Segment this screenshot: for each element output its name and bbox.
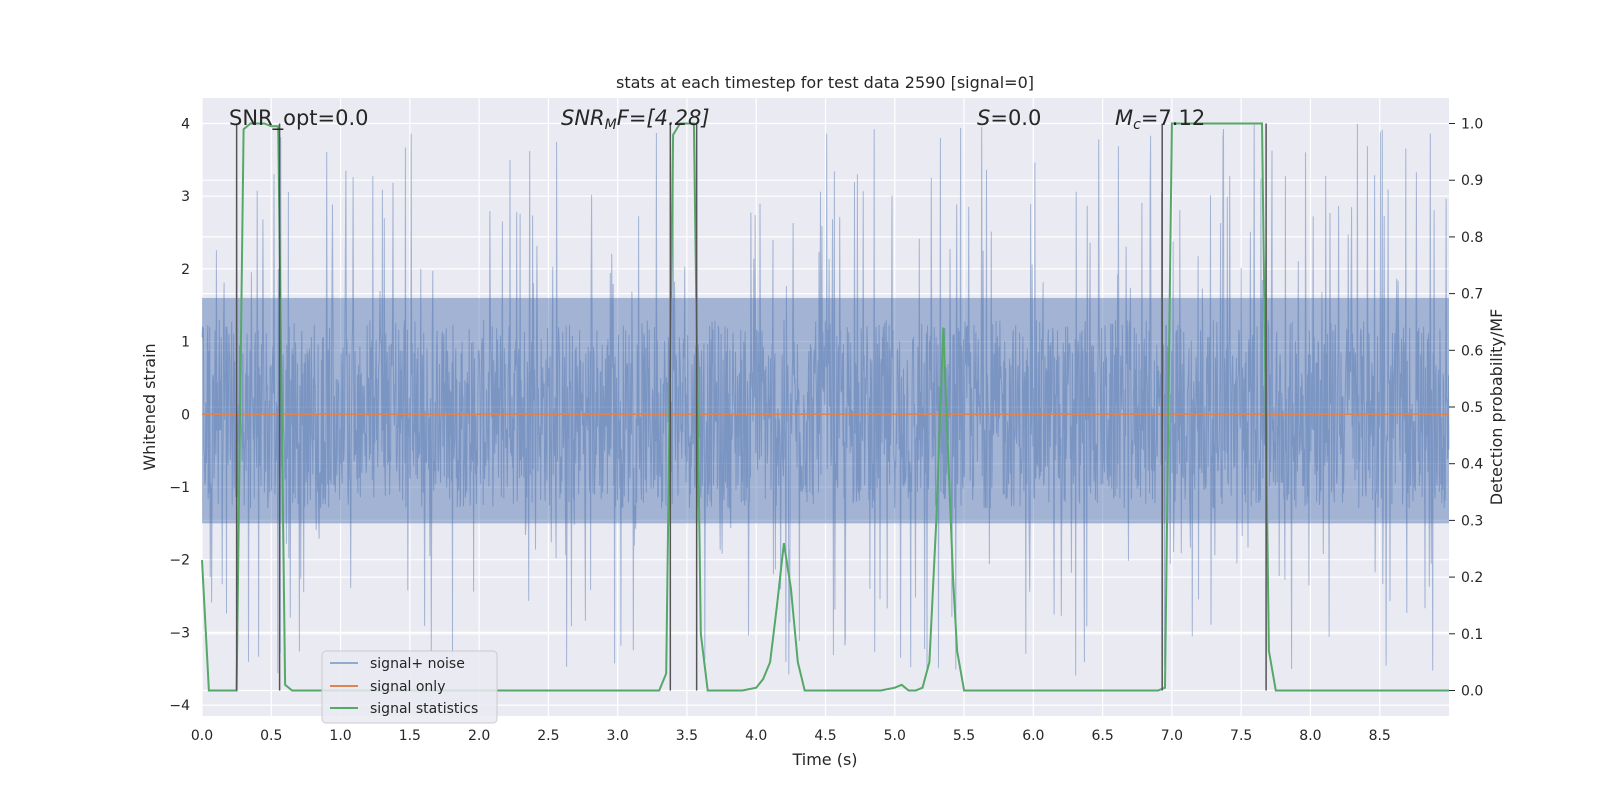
y2-tick-label-6: 0.4 bbox=[1461, 457, 1483, 473]
annotation-snr-opt: SNR_opt=0.0 bbox=[229, 106, 369, 131]
y-tick-label-0: 4 bbox=[181, 116, 190, 132]
x-tick-label-0: 0.0 bbox=[191, 728, 213, 744]
y-tick-label-7: −3 bbox=[169, 625, 190, 641]
grid bbox=[201, 98, 1449, 716]
x-axis: 0.0 0.5 1.0 1.5 2.0 2.5 3.0 3.5 4.0 4.5 5.0 5.5 6.0 6… bbox=[191, 728, 1391, 744]
x-tick-label-9: 4.5 bbox=[814, 728, 836, 744]
y2-tick-label-10: 0.0 bbox=[1461, 683, 1483, 699]
vertical-markers bbox=[235, 123, 1267, 691]
y2-tick-label-2: 0.8 bbox=[1461, 230, 1483, 246]
y-tick-label-8: −4 bbox=[169, 698, 190, 714]
annotation-mc: Mc=7.12 bbox=[1115, 106, 1205, 133]
y-tick-label-1: 3 bbox=[181, 189, 190, 205]
y2-tick-label-7: 0.3 bbox=[1461, 513, 1483, 529]
y2-tick-label-3: 0.7 bbox=[1461, 287, 1483, 303]
legend-label-noise: signal+ noise bbox=[370, 656, 465, 672]
x-tick-label-4: 2.0 bbox=[468, 728, 490, 744]
annotation-s: S=0.0 bbox=[977, 106, 1041, 130]
signal-noise-series bbox=[201, 123, 1450, 676]
annotation-snr-mf-main: SNR bbox=[561, 106, 605, 130]
y2-axis-label: Detection probability/MF bbox=[1487, 309, 1506, 506]
legend-label-statistics: signal statistics bbox=[370, 701, 478, 717]
x-tick-label-12: 6.0 bbox=[1022, 728, 1044, 744]
annotation-snr-mf-sub: M bbox=[605, 117, 617, 133]
y2-tick-label-0: 1.0 bbox=[1461, 117, 1483, 133]
y-tick-label-6: −2 bbox=[169, 553, 190, 569]
annotation-mc-sub: c bbox=[1133, 117, 1141, 133]
y2-tick-label-1: 0.9 bbox=[1461, 173, 1483, 189]
y-axis-left: 4 3 2 1 0 −1 −2 −3 −4 bbox=[169, 116, 190, 714]
y-tick-label-2: 2 bbox=[181, 262, 190, 278]
x-tick-label-14: 7.0 bbox=[1161, 728, 1183, 744]
annotation-mc-rest: =7.12 bbox=[1141, 106, 1205, 130]
legend-box bbox=[321, 650, 498, 724]
x-tick-label-5: 2.5 bbox=[537, 728, 559, 744]
chart-title: stats at each timestep for test data 259… bbox=[616, 73, 1034, 92]
y2-tick-label-8: 0.2 bbox=[1461, 570, 1483, 586]
x-tick-label-6: 3.0 bbox=[607, 728, 629, 744]
y-tick-label-4: 0 bbox=[181, 407, 190, 423]
legend-label-signal-only: signal only bbox=[370, 679, 445, 695]
x-tick-label-16: 8.0 bbox=[1299, 728, 1321, 744]
x-tick-label-13: 6.5 bbox=[1091, 728, 1113, 744]
annotation-mc-main: M bbox=[1115, 106, 1133, 130]
x-tick-label-3: 1.5 bbox=[399, 728, 421, 744]
legend: signal+ noise signal only signal statist… bbox=[321, 650, 498, 724]
x-tick-label-10: 5.0 bbox=[884, 728, 906, 744]
x-tick-label-11: 5.5 bbox=[953, 728, 975, 744]
annotation-snr-mf-rest: F=[4.28] bbox=[617, 106, 710, 130]
y-axis-right: 1.0 0.9 0.8 0.7 0.6 0.5 0.4 0.3 0.2 0.1 0.0 bbox=[1449, 117, 1483, 699]
x-tick-label-7: 3.5 bbox=[676, 728, 698, 744]
noise-line bbox=[201, 123, 1450, 676]
x-tick-label-17: 8.5 bbox=[1369, 728, 1391, 744]
annotation-s-main: S bbox=[977, 106, 990, 130]
x-axis-label: Time (s) bbox=[791, 750, 857, 769]
y-axis-label: Whitened strain bbox=[140, 343, 159, 470]
x-tick-label-1: 0.5 bbox=[260, 728, 282, 744]
x-tick-label-15: 7.5 bbox=[1230, 728, 1252, 744]
x-tick-label-8: 4.0 bbox=[745, 728, 767, 744]
y-tick-label-3: 1 bbox=[181, 335, 190, 351]
annotation-s-rest: =0.0 bbox=[990, 106, 1041, 130]
y2-tick-label-9: 0.1 bbox=[1461, 627, 1483, 643]
y-tick-label-5: −1 bbox=[169, 480, 190, 496]
y2-tick-label-4: 0.6 bbox=[1461, 343, 1483, 359]
annotation-snr-mf: SNRMF=[4.28] bbox=[561, 106, 710, 133]
x-tick-label-2: 1.0 bbox=[329, 728, 351, 744]
noise-band bbox=[202, 297, 1449, 524]
y2-tick-label-5: 0.5 bbox=[1461, 400, 1483, 416]
